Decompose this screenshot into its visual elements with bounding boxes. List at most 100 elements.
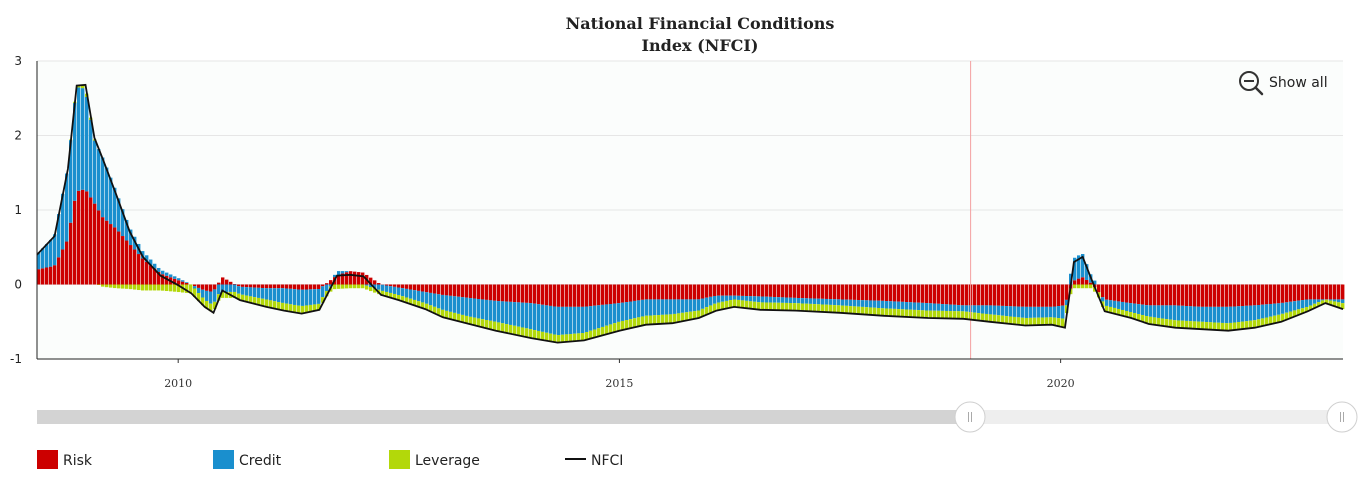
- handle-circle: [1326, 401, 1358, 433]
- bar-segment-credit: [1041, 306, 1045, 318]
- bar-segment-credit: [1309, 299, 1313, 306]
- bar-segment-risk: [413, 284, 417, 291]
- bar-segment-risk: [1229, 284, 1233, 307]
- bar-segment-leverage: [997, 315, 1001, 323]
- bar-segment-leverage: [425, 303, 429, 310]
- bar-segment-leverage: [753, 301, 757, 310]
- bar-segment-risk: [497, 284, 501, 302]
- bar-segment-risk: [385, 284, 389, 286]
- bar-segment-leverage: [253, 297, 257, 304]
- show-all-button[interactable]: Show all: [1239, 71, 1328, 96]
- bar-segment-credit: [385, 285, 389, 292]
- scrollbar-selected-range[interactable]: [37, 410, 974, 424]
- bar-segment-risk: [897, 284, 901, 302]
- bar-segment-risk: [249, 284, 253, 288]
- bar-segment-leverage: [269, 300, 273, 308]
- bar-segment-risk: [937, 284, 941, 304]
- bar-segment-credit: [1213, 306, 1217, 323]
- bar-segment-leverage: [413, 299, 417, 306]
- bar-segment-risk: [861, 284, 865, 301]
- bar-segment-risk: [821, 284, 825, 299]
- bar-segment-risk: [505, 284, 509, 302]
- bar-segment-credit: [701, 298, 705, 309]
- bar-segment-credit: [237, 286, 241, 294]
- bar-segment-leverage: [757, 302, 761, 310]
- bar-segment-leverage: [1241, 321, 1245, 330]
- y-axis-ticks: 3 2 1 0 -1: [10, 54, 22, 366]
- bar-segment-credit: [657, 299, 661, 316]
- bar-segment-risk: [729, 284, 733, 296]
- bar-segment-leverage: [281, 302, 285, 311]
- bar-segment-risk: [309, 284, 313, 290]
- bar-segment-credit: [345, 271, 349, 273]
- bar-segment-risk: [617, 284, 621, 304]
- bar-segment-leverage: [225, 291, 229, 298]
- bar-segment-credit: [453, 296, 457, 313]
- legend-item-credit: Credit: [213, 450, 282, 469]
- bar-segment-leverage: [765, 302, 769, 310]
- bar-segment-risk: [101, 217, 105, 285]
- bar-segment-risk: [321, 284, 325, 287]
- bar-segment-leverage: [1005, 316, 1009, 324]
- bar-segment-risk: [657, 284, 661, 300]
- bar-segment-risk: [605, 284, 609, 305]
- bar-segment-risk: [761, 284, 765, 297]
- bar-segment-leverage: [1113, 307, 1117, 314]
- bar-segment-risk: [49, 266, 53, 285]
- scrollbar-handle-left[interactable]: [954, 401, 986, 433]
- bar-segment-risk: [837, 284, 841, 300]
- bar-segment-leverage: [109, 284, 113, 288]
- bar-segment-leverage: [861, 306, 865, 315]
- bar-segment-credit: [693, 299, 697, 312]
- bar-segment-credit: [257, 287, 261, 298]
- bar-segment-leverage: [497, 322, 501, 332]
- bar-segment-risk: [117, 231, 121, 285]
- bar-segment-risk: [457, 284, 461, 297]
- bar-segment-risk: [541, 284, 545, 305]
- bar-segment-credit: [129, 229, 133, 246]
- bar-segment-leverage: [717, 302, 721, 311]
- bar-segment-credit: [341, 271, 345, 274]
- bar-segment-credit: [541, 304, 545, 332]
- bar-segment-leverage: [1081, 284, 1085, 289]
- bar-segment-leverage: [1233, 322, 1237, 330]
- bar-segment-risk: [185, 283, 189, 285]
- bar-segment-credit: [165, 272, 169, 276]
- bar-segment-leverage: [1145, 316, 1149, 324]
- drag-handle-icon: [1340, 412, 1344, 422]
- bar-segment-risk: [141, 258, 145, 285]
- bar-segment-credit: [553, 306, 557, 335]
- bar-segment-credit: [253, 287, 257, 298]
- bar-segment-credit: [1117, 301, 1121, 309]
- bar-segment-leverage: [509, 324, 513, 334]
- bar-segment-risk: [1177, 284, 1181, 306]
- bar-segment-risk: [241, 284, 245, 287]
- bar-segment-risk: [813, 284, 817, 299]
- bar-segment-risk: [1029, 284, 1033, 307]
- bar-segment-risk: [1181, 284, 1185, 306]
- bar-segment-leverage: [689, 311, 693, 320]
- bar-segment-credit: [741, 295, 745, 301]
- bar-segment-risk: [589, 284, 593, 307]
- scrollbar-handle-right[interactable]: [1326, 401, 1358, 433]
- bar-segment-credit: [173, 276, 177, 279]
- bar-segment-credit: [149, 259, 153, 266]
- range-scrollbar[interactable]: [37, 401, 1358, 433]
- bar-segment-risk: [1285, 284, 1289, 303]
- bar-segment-risk: [69, 222, 73, 285]
- bar-segment-leverage: [1057, 318, 1061, 327]
- bar-segment-risk: [941, 284, 945, 305]
- bar-segment-credit: [325, 284, 329, 292]
- bar-segment-credit: [1081, 254, 1085, 278]
- bar-segment-credit: [285, 288, 289, 304]
- bar-segment-risk: [121, 236, 125, 285]
- bar-segment-risk: [637, 284, 641, 301]
- bar-segment-risk: [1033, 284, 1037, 307]
- nfci-series-line: [36, 83, 1344, 344]
- bar-segment-leverage: [1121, 309, 1125, 316]
- bar-segment-risk: [1065, 284, 1069, 300]
- bar-segment-credit: [1021, 306, 1025, 318]
- bar-segment-risk: [1209, 284, 1213, 307]
- bar-segment-credit: [73, 102, 77, 201]
- bar-segment-risk: [1057, 284, 1061, 307]
